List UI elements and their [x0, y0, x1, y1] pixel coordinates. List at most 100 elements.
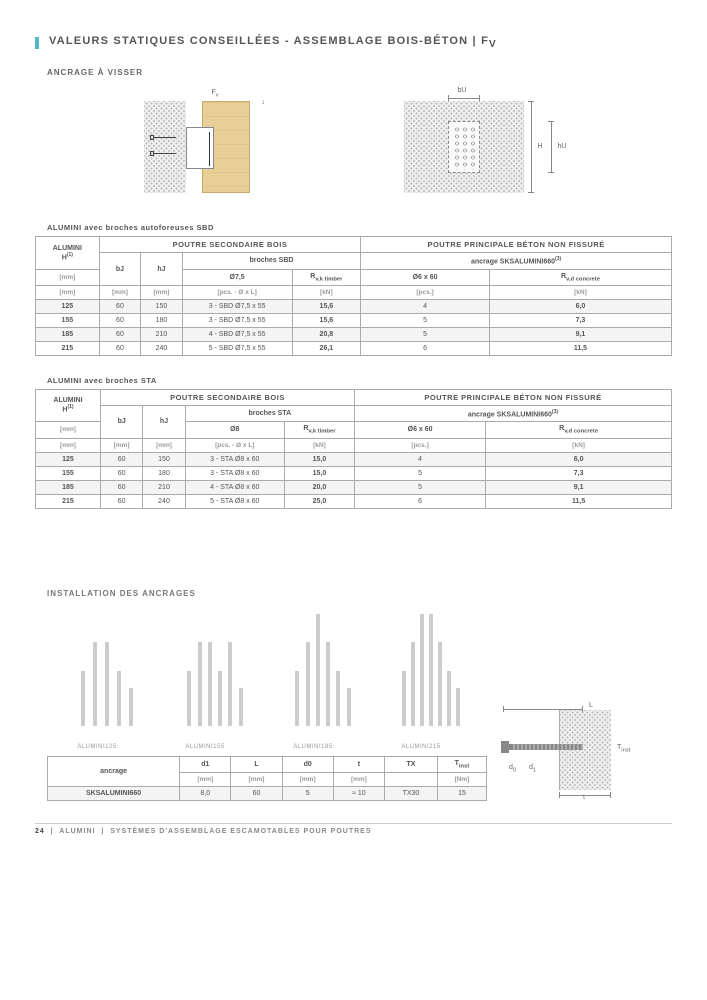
group-secondary: POUTRE SECONDAIRE BOIS	[100, 389, 354, 405]
cell: 5 - SBD Ø7,5 x 55	[182, 341, 292, 355]
cell: 210	[143, 480, 185, 494]
bar-icon	[228, 642, 232, 726]
bar-icon	[411, 642, 415, 726]
cell: 150	[143, 452, 185, 466]
cell: 150	[141, 299, 183, 313]
cell: 3 - STA Ø8 x 60	[185, 466, 284, 480]
cell: 185	[36, 480, 101, 494]
col-d1: d1	[180, 756, 231, 772]
cell: 60	[99, 313, 141, 327]
unit: [mm]	[143, 438, 185, 452]
unit: [pcs. - Ø x L]	[185, 438, 284, 452]
col-Tinst: Tinst	[437, 756, 486, 772]
bar-icon	[208, 642, 212, 726]
table-row: 125601503 - STA Ø8 x 6015,046,0	[36, 452, 672, 466]
table-row: 215602405 - STA Ø8 x 6025,0611,5	[36, 494, 672, 508]
table-row: 215602405 - SBD Ø7,5 x 5526,1611,5	[36, 341, 672, 355]
bar-icon	[218, 671, 222, 726]
d0-label: d0	[509, 764, 516, 773]
cell: 5 - STA Ø8 x 60	[185, 494, 284, 508]
cell: 5	[354, 480, 485, 494]
cell: 4	[361, 299, 490, 313]
col-anchor: ancrage SKSALUMINI660(3)	[354, 405, 671, 421]
cell: 15,0	[284, 466, 354, 480]
H-label: H	[538, 143, 543, 150]
concrete-block-icon	[559, 710, 611, 790]
col-bj: bJ	[99, 253, 141, 286]
footer-text: SYSTÈMES D'ASSEMBLAGE ESCAMOTABLES POUR …	[110, 828, 371, 835]
col-d0: d0	[282, 756, 333, 772]
bar-icon	[239, 688, 243, 726]
table2-caption: ALUMINI avec broches STA	[47, 376, 672, 385]
top-plan-diagram: bU H hU	[404, 91, 564, 201]
cell: 7,3	[486, 466, 672, 480]
install-title: INSTALLATION DES ANCRAGES	[47, 589, 672, 598]
cell: 60	[99, 341, 141, 355]
unit: [Nm]	[437, 773, 486, 787]
cell: 20,0	[284, 480, 354, 494]
hu-label: hU	[558, 143, 567, 150]
cell: 4 - SBD Ø7,5 x 55	[182, 327, 292, 341]
section-title: VALEURS STATIQUES CONSEILLÉES - ASSEMBLA…	[35, 35, 672, 50]
anchor-screw-diagram: L Tinst d0 d1 t	[499, 706, 619, 801]
connector-plate-icon	[186, 127, 214, 169]
cell: 11,5	[486, 494, 672, 508]
hole-column-icon	[463, 126, 467, 170]
col-broches: broches SBD	[182, 253, 360, 269]
cell: ≈ 10	[333, 787, 384, 801]
col-t: t	[333, 756, 384, 772]
unit: [kN]	[489, 285, 671, 299]
cell: 4	[354, 452, 485, 466]
install-label: ALUMINI185	[263, 744, 363, 750]
unit: [mm]	[36, 438, 101, 452]
bolt-icon	[154, 137, 176, 138]
fv-label: Fv	[212, 89, 219, 98]
unit: [pcs.]	[354, 438, 485, 452]
unit: [pcs. - Ø x L]	[182, 285, 292, 299]
table-row: 185602104 - SBD Ø7,5 x 5520,859,1	[36, 327, 672, 341]
col-hj: hJ	[141, 253, 183, 286]
unit: [pcs.]	[361, 285, 490, 299]
cell: TX30	[384, 787, 437, 801]
hole-column-icon	[471, 126, 475, 170]
cell: 5	[282, 787, 333, 801]
cell: 25,0	[284, 494, 354, 508]
bar-icon	[306, 642, 310, 726]
bar-icon	[402, 671, 406, 726]
cell: 6,0	[486, 452, 672, 466]
bar-icon	[295, 671, 299, 726]
footer-alumini: ALUMINI	[59, 828, 95, 835]
bar-icon	[198, 642, 202, 726]
install-diagram: ALUMINI185	[263, 608, 363, 748]
page-number: 24	[35, 828, 45, 835]
bar-icon	[187, 671, 191, 726]
table-row: 125601503 - SBD Ø7,5 x 5515,646,0	[36, 299, 672, 313]
unit: [mm]	[36, 285, 100, 299]
bar-icon	[456, 688, 460, 726]
cell: 6	[354, 494, 485, 508]
install-diagram: ALUMINI125	[47, 608, 147, 748]
unit-mm: [mm]	[36, 269, 100, 285]
group-secondary: POUTRE SECONDAIRE BOIS	[99, 237, 361, 253]
d1-label: d1	[529, 764, 536, 773]
cell: 60	[100, 452, 142, 466]
table1-caption: ALUMINI avec broches autoforeuses SBD	[47, 223, 672, 232]
side-elevation-diagram: Fv ↓	[144, 91, 304, 201]
screw-icon	[503, 744, 583, 750]
unit: [mm]	[100, 438, 142, 452]
cell: 3 - STA Ø8 x 60	[185, 452, 284, 466]
load-arrow-icon: ↓	[262, 99, 266, 106]
unit: [mm]	[282, 773, 333, 787]
col-TX: TX	[384, 756, 437, 772]
bar-icon	[347, 688, 351, 726]
bar-icon	[447, 671, 451, 726]
col-d6x60: Ø6 x 60	[361, 269, 490, 285]
col-d6x60: Ø6 x 60	[354, 422, 485, 438]
cell: 15	[437, 787, 486, 801]
col-alumini: ALUMINIH(1)	[36, 389, 101, 421]
col-hj: hJ	[143, 405, 185, 438]
cell: 6,0	[489, 299, 671, 313]
table-sta: ALUMINIH(1) POUTRE SECONDAIRE BOIS POUTR…	[35, 389, 672, 509]
cell: 5	[361, 327, 490, 341]
col-d8: Ø8	[185, 422, 284, 438]
